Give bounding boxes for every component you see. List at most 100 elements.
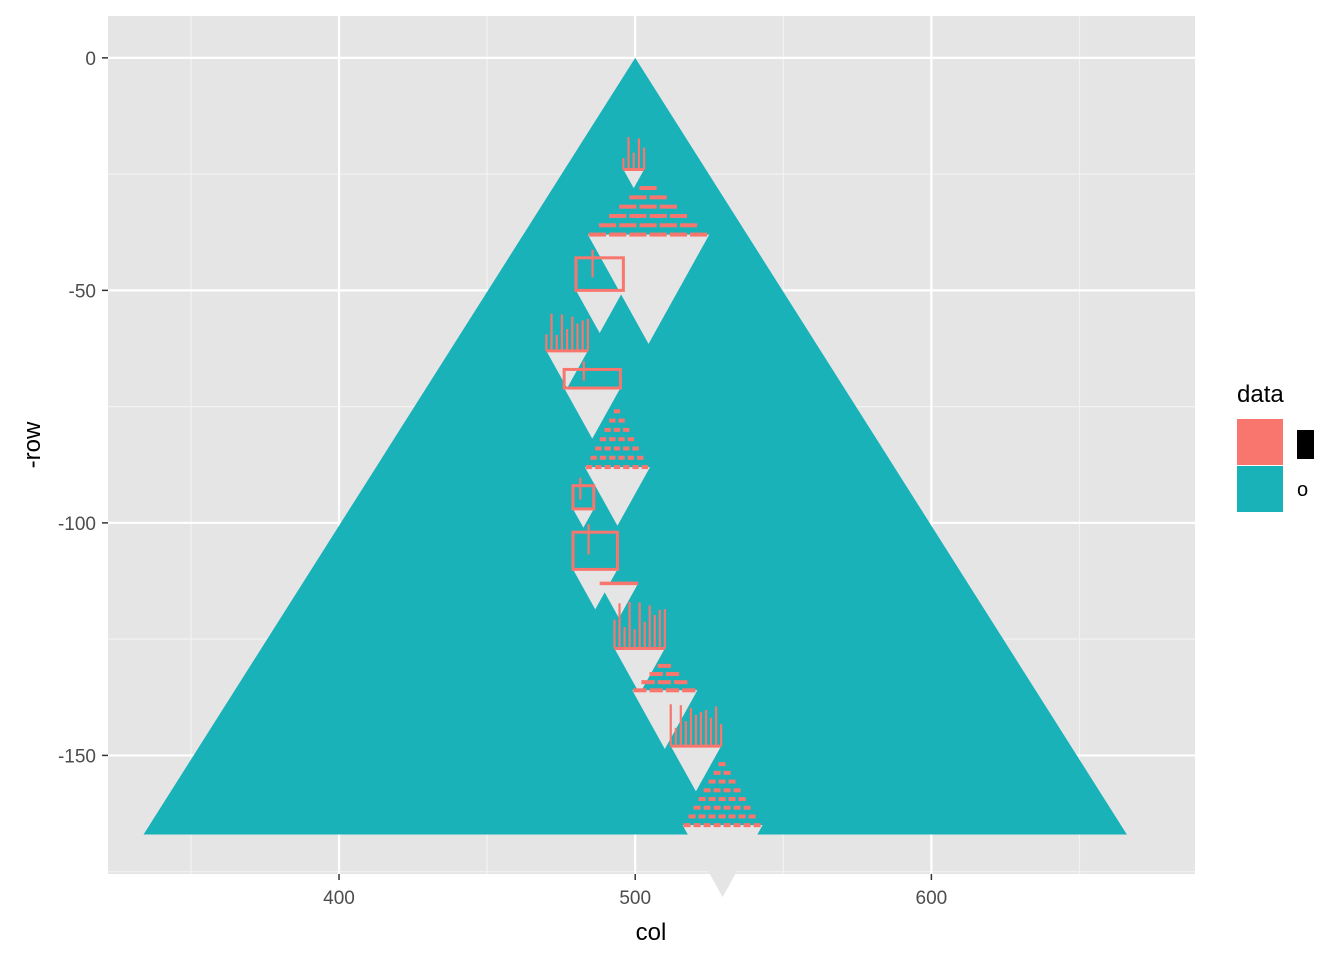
pattern-dash [619,223,637,228]
pattern-hole [575,290,624,334]
pattern-hole [623,169,645,189]
pattern-dash [713,823,721,828]
pattern-dash [641,465,649,470]
pattern-dash [718,762,726,767]
x-tick-label: 500 [619,888,651,909]
pattern-dash [590,455,597,460]
pattern-hole [670,746,722,792]
pattern-block-8 [599,581,639,619]
pattern-dash [673,680,688,685]
y-tick-label: -100 [58,514,96,535]
pattern-hole [599,583,639,619]
pattern-dash [639,204,657,209]
pattern-dash [708,797,716,802]
pattern-dash [649,688,663,693]
pattern-dash [649,213,667,218]
legend-label-o: o [1297,479,1308,501]
pattern-block-9 [613,601,666,694]
pattern-dash [723,770,731,775]
pattern-dash [669,213,688,218]
pattern-dash [718,814,726,819]
pattern-dash [604,465,611,470]
pattern-dash [595,446,602,451]
pattern-dash [633,688,647,693]
pattern-dash [738,797,746,802]
pattern-dash [649,232,667,237]
pattern-dash [659,223,677,228]
pattern-dash [627,437,635,442]
pattern-dash [623,446,630,451]
pattern-dash [748,814,756,819]
pattern-dash [718,797,726,802]
pattern-dash [618,437,625,442]
pattern-dash [713,788,721,793]
pattern-dash [632,446,639,451]
pattern-hole [587,234,710,344]
pattern-dash [598,223,617,228]
y-axis-title: -row [19,421,46,468]
pattern-dash [713,770,721,775]
pattern-dash [629,213,647,218]
pattern-hole [564,388,621,439]
y-tick-label: 0 [85,49,96,70]
pattern-block-10 [632,663,698,749]
pattern-hole [573,569,618,610]
pattern-dash [629,195,647,200]
pattern-dash [683,823,691,828]
series-o [143,57,1127,835]
pattern-dash [609,213,627,218]
triangle-cells [143,57,1127,835]
pattern-dash [618,455,625,460]
pattern-dash [613,465,621,470]
y-axis: 0 -50 -100 -150 [58,49,108,767]
pattern-dash [743,823,751,828]
pattern-dash [588,232,607,237]
pattern-dash [613,409,621,414]
pattern-block-11 [669,704,723,792]
pattern-block-5 [584,409,651,526]
pattern-dash [657,663,671,668]
pattern-dash [693,805,701,810]
y-tick-label: -150 [58,746,96,767]
pattern-dash [723,805,731,810]
legend-glyph-block [1297,430,1314,459]
x-tick-label: 600 [916,888,948,909]
pattern-block-7 [571,524,619,610]
pattern-dash [599,455,607,460]
pattern-dash [688,814,696,819]
pattern-dash [703,823,711,828]
pattern-dash [609,455,616,460]
pattern-dash [639,223,657,228]
pattern-hole [584,467,651,526]
pattern-box [574,256,625,292]
legend: data o [1237,381,1314,512]
pattern-box [562,367,622,390]
pattern-dash [738,814,746,819]
pattern-dash [609,418,616,423]
pattern-dash [682,688,696,693]
pattern-block-0 [622,137,646,189]
pattern-dash [609,437,616,442]
pattern-dash [723,788,731,793]
pattern-dash [728,814,736,819]
pattern-dash [703,788,711,793]
pattern-dash [698,814,706,819]
pattern-dash [669,232,688,237]
pattern-dash [728,779,736,784]
pattern-dash [679,223,698,228]
pattern-dash [657,680,671,685]
pattern-dash [708,779,716,784]
pattern-hole [632,690,698,749]
pattern-dash [604,446,611,451]
pattern-dash [728,797,736,802]
pattern-hole [682,825,763,898]
pattern-dash [649,195,667,200]
legend-key-block [1237,419,1283,465]
pattern-dash [708,814,716,819]
pattern-dash [639,186,657,191]
pattern-dash [595,465,602,470]
pattern-dash [690,232,708,237]
pattern-box [571,530,619,571]
legend-title: data [1237,381,1284,408]
